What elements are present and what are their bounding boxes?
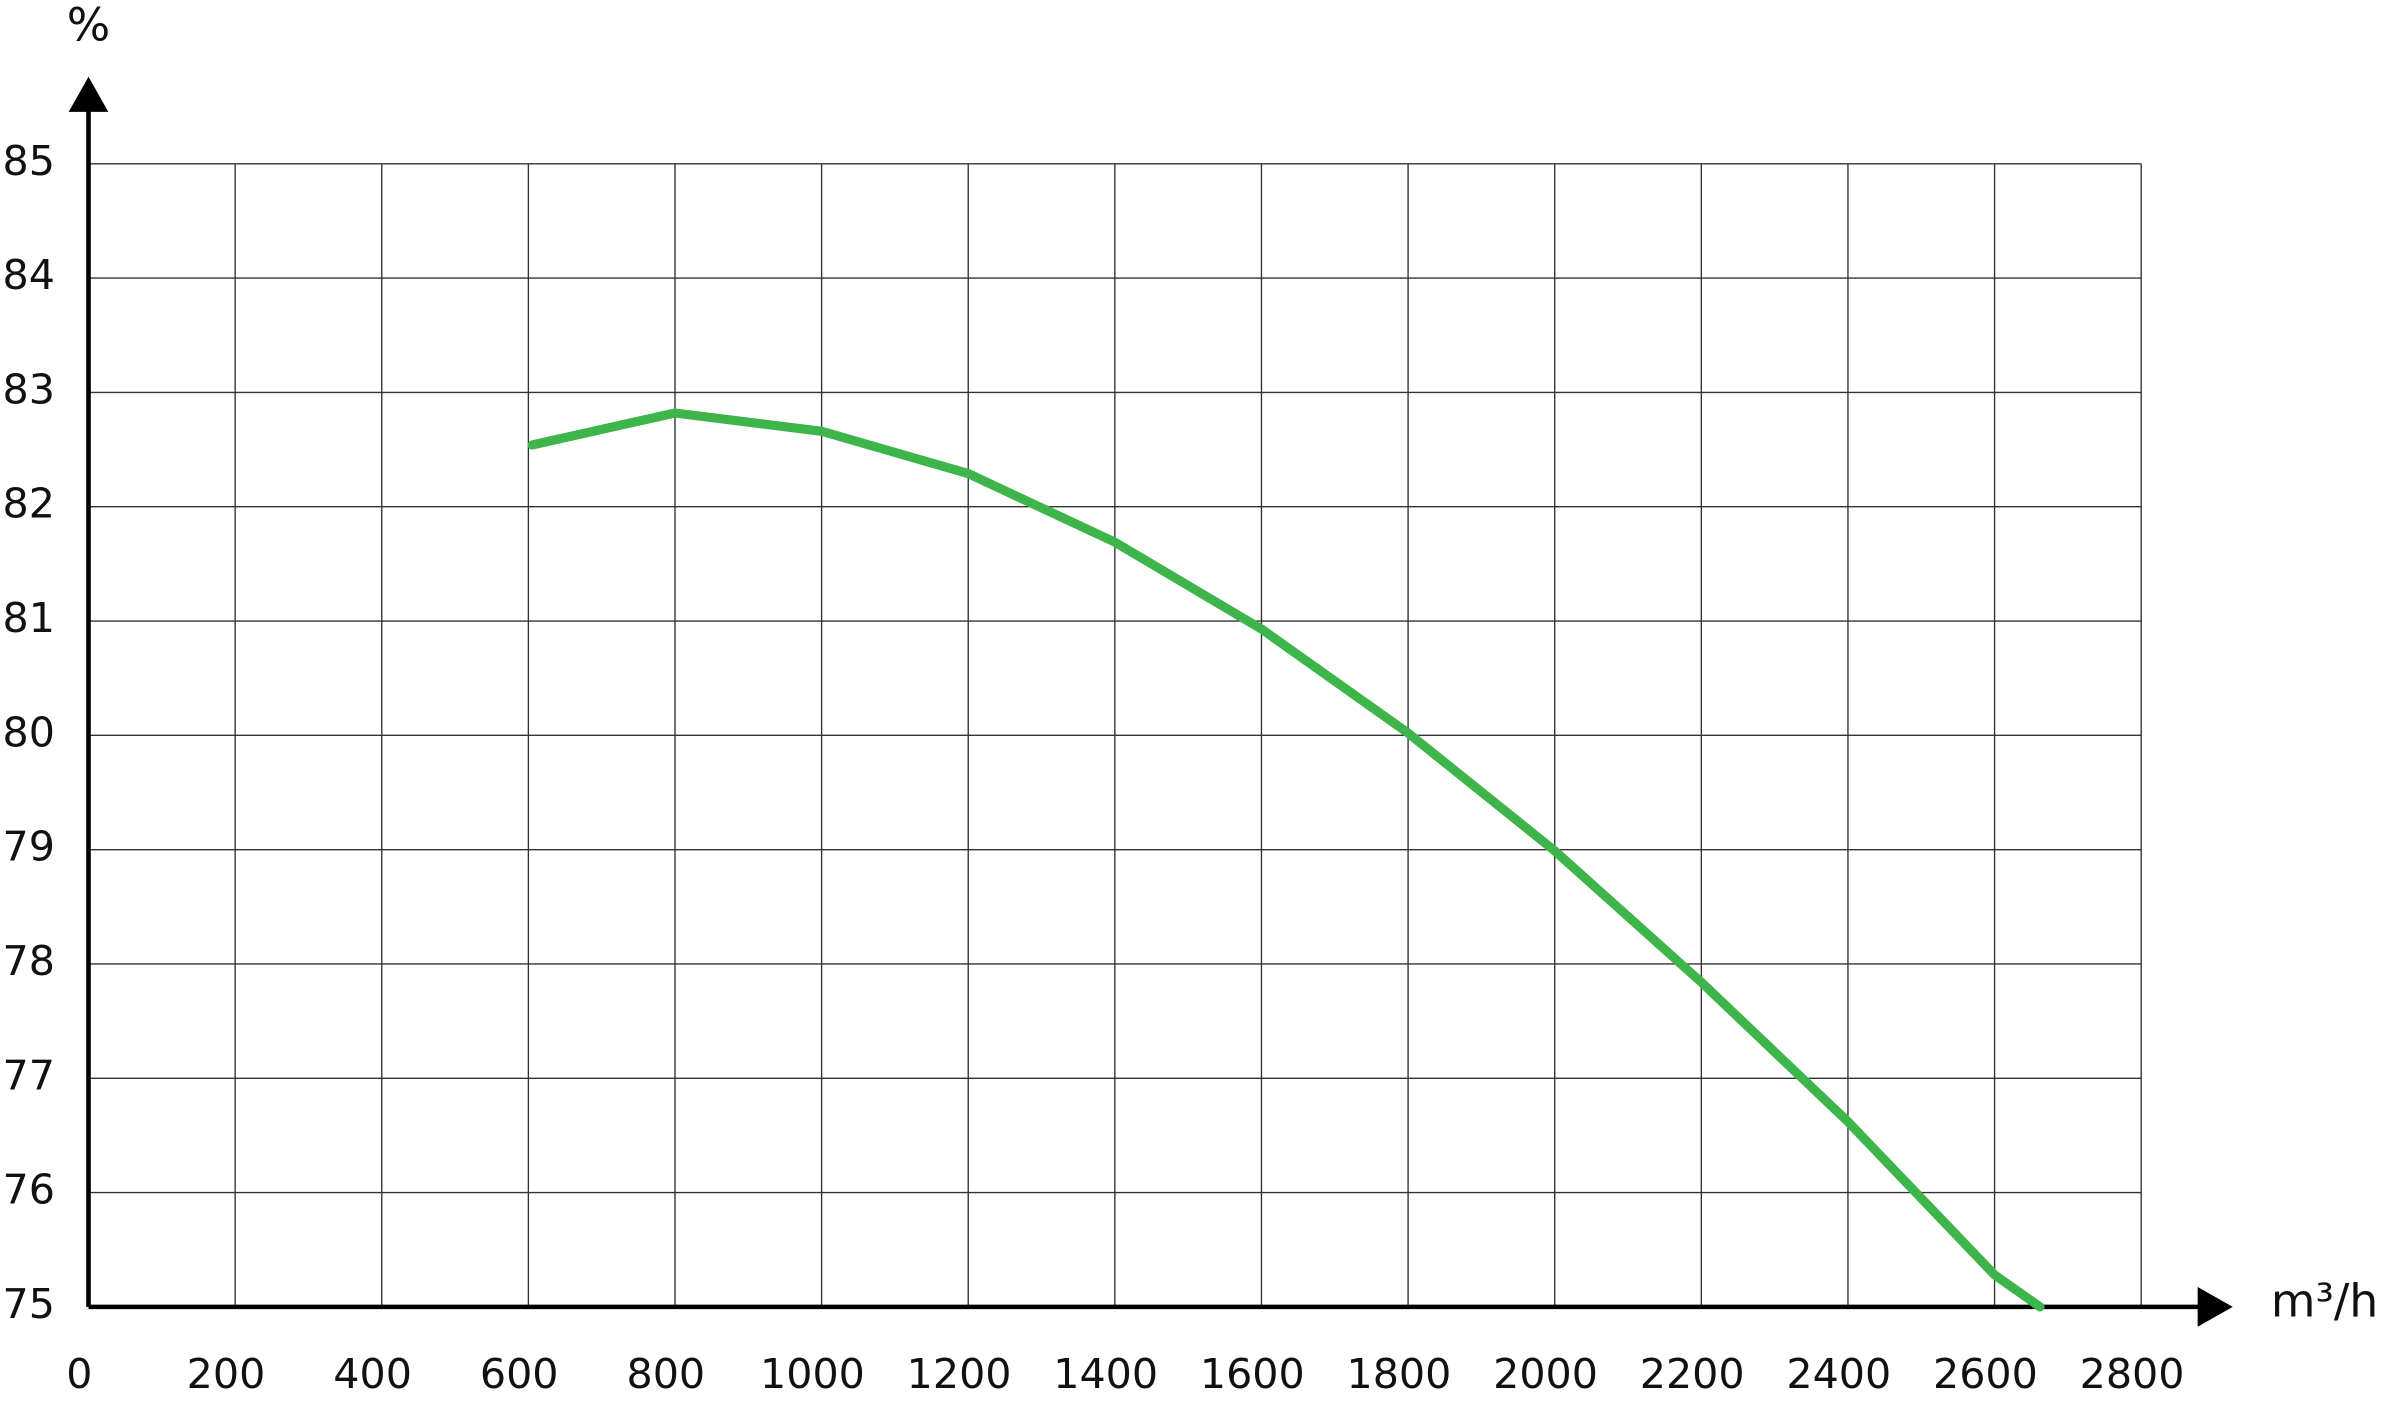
y-tick-label: 77 [3, 1051, 55, 1099]
x-tick-label: 800 [627, 1350, 706, 1398]
y-tick-label: 83 [3, 365, 55, 413]
y-axis-arrow [68, 76, 109, 112]
y-tick-label: 78 [3, 937, 55, 985]
x-tick-label: 200 [187, 1350, 266, 1398]
x-tick-label: 2400 [1786, 1350, 1891, 1398]
y-tick-label: 85 [3, 137, 55, 185]
y-axis-label: % [67, 0, 111, 51]
x-tick-label: 2200 [1640, 1350, 1745, 1398]
y-tick-label: 81 [3, 594, 55, 642]
x-tick-label: 0 [66, 1350, 92, 1398]
y-tick-label: 82 [3, 480, 55, 528]
x-axis-arrow [2197, 1287, 2233, 1327]
x-tick-label: 2600 [1933, 1350, 2038, 1398]
x-tick-label: 1800 [1347, 1350, 1452, 1398]
x-tick-label: 1200 [907, 1350, 1012, 1398]
x-tick-label: 1000 [760, 1350, 865, 1398]
y-tick-label: 76 [3, 1166, 55, 1214]
y-tick-label: 79 [3, 823, 55, 871]
x-tick-label: 1400 [1053, 1350, 1158, 1398]
y-tick-label: 84 [3, 251, 55, 299]
x-tick-label: 2800 [2080, 1350, 2185, 1398]
y-tick-label: 75 [3, 1280, 55, 1328]
x-tick-label: 1600 [1200, 1350, 1305, 1398]
x-axis-label: m³/h [2271, 1274, 2378, 1327]
x-tick-label: 600 [480, 1350, 559, 1398]
data-line [527, 408, 2045, 1312]
x-tick-label: 2000 [1493, 1350, 1598, 1398]
x-tick-label: 400 [333, 1350, 412, 1398]
y-tick-label: 80 [3, 708, 55, 756]
